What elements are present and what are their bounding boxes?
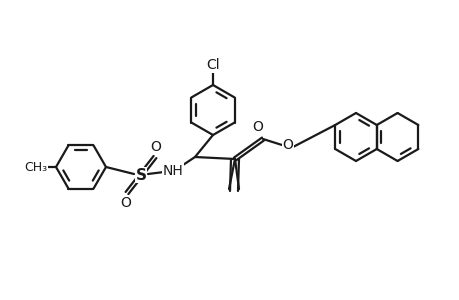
Text: Cl: Cl — [206, 58, 219, 72]
Text: S: S — [135, 167, 146, 182]
Text: O: O — [120, 196, 131, 210]
Text: O: O — [150, 140, 161, 154]
Text: CH₃: CH₃ — [24, 160, 47, 173]
Text: NH: NH — [162, 164, 183, 178]
Text: O: O — [282, 138, 293, 152]
Text: O: O — [252, 120, 263, 134]
